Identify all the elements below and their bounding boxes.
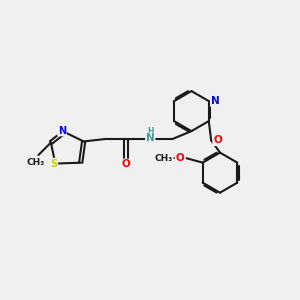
Text: N: N — [58, 125, 66, 136]
Text: CH₃: CH₃ — [154, 154, 173, 163]
Text: O: O — [213, 135, 222, 145]
Text: N: N — [211, 96, 220, 106]
Text: O: O — [122, 159, 130, 170]
Text: N: N — [146, 134, 154, 143]
Text: O: O — [176, 153, 184, 163]
Text: H: H — [147, 127, 154, 136]
Text: S: S — [50, 159, 57, 169]
Text: CH₃: CH₃ — [26, 158, 45, 167]
